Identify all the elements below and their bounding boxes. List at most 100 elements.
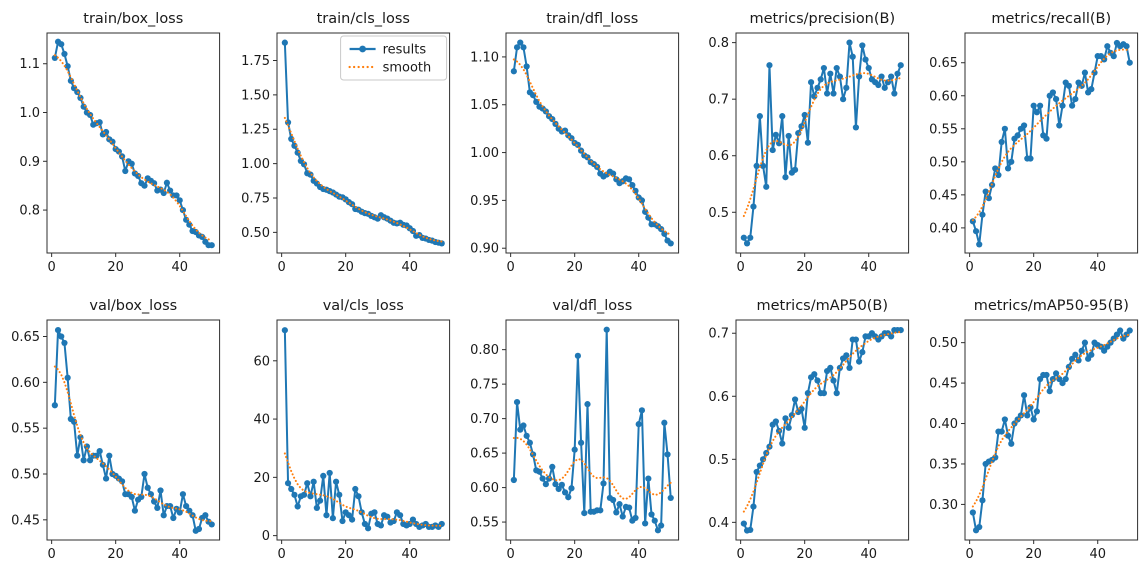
y-tick-label: 0.45 <box>929 377 958 392</box>
y-tick-label: 1.10 <box>470 50 499 65</box>
y-tick-label: 1.00 <box>470 146 499 161</box>
y-tick-label: 0.40 <box>929 417 958 432</box>
results-markers <box>970 39 1134 248</box>
x-tick-label: 40 <box>631 260 648 275</box>
smooth-line <box>283 452 443 527</box>
x-tick-label: 0 <box>48 547 56 562</box>
x-tick-label: 40 <box>401 547 418 562</box>
smooth-line <box>972 333 1132 508</box>
results-markers <box>970 327 1134 534</box>
y-tick-label: 0.50 <box>929 155 958 170</box>
y-tick-label: 0.7 <box>708 327 729 342</box>
results-line <box>53 40 212 247</box>
x-tick-label: 0 <box>736 260 744 275</box>
x-tick-label: 0 <box>277 260 285 275</box>
y-tick-label: 1.05 <box>470 98 499 113</box>
y-tick-label: 1.75 <box>241 54 270 69</box>
subplot-train-cls-loss: train/cls_loss 0.50 0.75 1.00 1.25 1.50 1.75 0 2… <box>241 11 450 275</box>
x-tick-label: 20 <box>567 260 584 275</box>
x-tick-label: 40 <box>171 547 188 562</box>
subplot-title: val/box_loss <box>89 298 177 314</box>
x-tick-label: 40 <box>171 260 188 275</box>
y-tick-label: 0.55 <box>929 122 958 137</box>
y-tick-label: 0.75 <box>241 191 270 206</box>
x-tick-label: 40 <box>631 547 648 562</box>
results-markers <box>510 326 675 534</box>
y-tick-label: 0.45 <box>11 513 40 528</box>
legend-label-smooth: smooth <box>382 61 431 76</box>
subplot-val-box-loss: val/box_loss 0.45 0.50 0.55 0.60 0.65 0 20 40 <box>11 298 221 562</box>
y-tick-label: 0.65 <box>11 330 40 345</box>
results-line <box>742 329 901 532</box>
subplot-title: train/cls_loss <box>316 11 409 27</box>
y-tick-label: 0.50 <box>241 226 270 241</box>
y-tick-label: 0.70 <box>470 412 499 427</box>
x-tick-label: 40 <box>860 547 877 562</box>
y-tick-label: 1.0 <box>19 106 40 121</box>
results-line <box>972 41 1132 246</box>
results-markers <box>740 326 904 534</box>
subplot-title: metrics/precision(B) <box>749 11 895 27</box>
subplot-val-dfl-loss: val/dfl_loss 0.55 0.60 0.65 0.70 0.75 0.80 0 20 4… <box>470 298 680 562</box>
y-tick-label: 1.25 <box>241 123 270 138</box>
subplot-title: val/cls_loss <box>322 298 403 314</box>
subplot-title: metrics/mAP50-95(B) <box>974 298 1129 314</box>
y-tick-label: 0.8 <box>708 36 729 51</box>
y-tick-label: 0.60 <box>11 376 40 391</box>
y-tick-label: 20 <box>253 471 270 486</box>
results-line <box>513 328 672 532</box>
x-tick-label: 0 <box>966 547 974 562</box>
subplot-train-box-loss: train/box_loss 0.8 0.9 1.0 1.1 0 20 40 <box>19 11 221 275</box>
y-tick-label: 0.6 <box>708 390 729 405</box>
smooth-line <box>53 365 213 523</box>
results-markers <box>740 39 904 247</box>
y-tick-label: 0.55 <box>11 422 40 437</box>
x-tick-label: 20 <box>796 260 813 275</box>
y-tick-label: 1.00 <box>241 157 270 172</box>
results-line <box>53 329 213 532</box>
subplot-title: val/dfl_loss <box>553 298 633 314</box>
y-tick-label: 0.60 <box>470 481 499 496</box>
x-tick-label: 20 <box>567 547 584 562</box>
subplot-val-cls-loss: val/cls_loss 0 20 40 60 0 20 40 <box>253 298 450 562</box>
y-tick-label: 0.35 <box>929 457 958 472</box>
legend: results smooth <box>339 35 447 81</box>
y-tick-label: 0.55 <box>470 516 499 531</box>
x-tick-label: 0 <box>48 260 56 275</box>
results-markers <box>51 326 215 534</box>
y-tick-label: 0.50 <box>929 336 958 351</box>
smooth-line <box>742 330 902 513</box>
results-markers <box>281 327 445 532</box>
y-tick-label: 0.4 <box>708 516 729 531</box>
y-tick-label: 0.9 <box>19 155 40 170</box>
y-tick-label: 0.7 <box>708 93 729 108</box>
y-tick-label: 0.90 <box>470 242 499 257</box>
x-tick-label: 40 <box>1090 547 1107 562</box>
y-tick-label: 0.5 <box>708 453 729 468</box>
x-tick-label: 20 <box>337 547 354 562</box>
x-tick-label: 20 <box>1026 260 1043 275</box>
x-tick-label: 20 <box>1026 547 1043 562</box>
x-tick-label: 20 <box>107 547 124 562</box>
y-tick-label: 0.5 <box>708 206 729 221</box>
y-tick-label: 0.60 <box>929 89 958 104</box>
y-tick-label: 0.80 <box>470 343 499 358</box>
y-tick-label: 60 <box>253 354 270 369</box>
x-tick-label: 40 <box>401 260 418 275</box>
x-tick-label: 40 <box>860 260 877 275</box>
y-tick-label: 40 <box>253 413 270 428</box>
x-tick-label: 0 <box>966 260 974 275</box>
smooth-line <box>513 58 672 236</box>
smooth-line <box>283 116 443 243</box>
subplot-train-dfl-loss: train/dfl_loss 0.90 0.95 1.00 1.05 1.10 0 20 40 <box>470 11 680 275</box>
results-markers <box>51 38 215 249</box>
subplot-metrics-map50-b-: metrics/mAP50(B) 0.4 0.5 0.6 0.7 0 20 40 <box>708 298 909 562</box>
subplot-title: train/box_loss <box>83 11 183 27</box>
x-tick-label: 0 <box>277 547 285 562</box>
x-tick-label: 0 <box>507 260 515 275</box>
x-tick-label: 20 <box>107 260 124 275</box>
y-tick-label: 0 <box>261 529 269 544</box>
results-line <box>742 41 902 245</box>
x-tick-label: 40 <box>1090 260 1107 275</box>
